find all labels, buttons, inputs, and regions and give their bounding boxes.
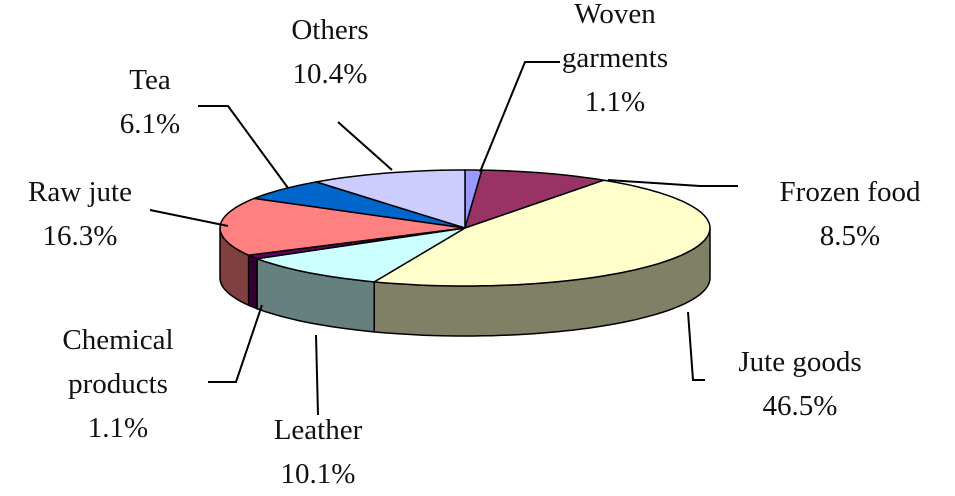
slice-side <box>247 254 258 310</box>
value-label: 46.5% <box>762 390 838 422</box>
slice-label: Tea 6.1% <box>90 58 210 146</box>
slice-label: Woven garments 1.1% <box>540 0 690 124</box>
category-label: Leather <box>273 414 363 446</box>
slice-label: Leather 10.1% <box>238 408 398 496</box>
leader-line <box>337 121 393 171</box>
category-label: Woven garments <box>561 0 669 74</box>
leader-line <box>315 334 319 416</box>
leader-line <box>687 311 705 381</box>
slice <box>256 227 466 283</box>
category-label: Jute goods <box>738 346 862 378</box>
slice <box>463 169 605 230</box>
value-label: 10.1% <box>280 458 356 490</box>
category-label: Raw jute <box>28 176 132 208</box>
leader-line <box>607 179 738 187</box>
slice-label: Raw jute 16.3% <box>0 170 160 258</box>
slice-label: Frozen food 8.5% <box>730 170 955 258</box>
category-label: Frozen food <box>779 176 921 208</box>
category-label: Others <box>291 14 369 46</box>
leader-line <box>479 61 560 173</box>
leader-line <box>208 304 263 383</box>
value-label: 8.5% <box>819 220 881 252</box>
value-label: 1.1% <box>87 412 149 444</box>
slice <box>219 197 466 256</box>
value-label: 6.1% <box>119 108 181 140</box>
category-label: Chemical products <box>62 324 174 400</box>
value-label: 16.3% <box>42 220 118 252</box>
leader-line <box>149 209 229 227</box>
value-label: 1.1% <box>584 86 646 118</box>
slice-label: Chemical products 1.1% <box>33 318 203 450</box>
value-label: 10.4% <box>292 58 368 90</box>
slice <box>371 179 711 287</box>
slice <box>253 181 466 229</box>
slice-label: Others 10.4% <box>255 8 405 96</box>
leader-line <box>198 105 289 189</box>
category-label: Tea <box>129 64 171 96</box>
slice <box>315 169 466 230</box>
slice-label: Jute goods 46.5% <box>700 340 900 428</box>
